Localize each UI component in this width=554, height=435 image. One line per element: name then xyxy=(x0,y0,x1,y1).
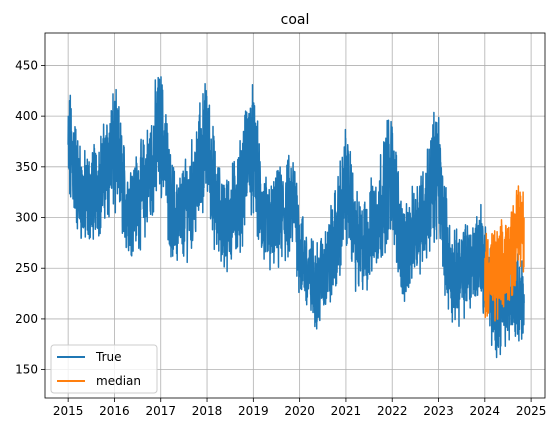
x-tick-label: 2019 xyxy=(238,404,269,418)
x-tick-label: 2025 xyxy=(516,404,547,418)
x-tick-label: 2017 xyxy=(145,404,176,418)
legend: True median xyxy=(50,344,158,394)
series-line-median xyxy=(484,185,525,322)
x-tick-label: 2015 xyxy=(53,404,84,418)
y-tick-label: 450 xyxy=(15,58,38,72)
y-tick-label: 250 xyxy=(15,261,38,275)
x-tick-label: 2016 xyxy=(99,404,130,418)
y-tick-label: 300 xyxy=(15,211,38,225)
y-tick-label: 350 xyxy=(15,160,38,174)
legend-median-label: median xyxy=(96,374,141,388)
x-tick-label: 2018 xyxy=(192,404,223,418)
y-axis: 150 200 250 300 350 400 450 xyxy=(15,58,45,377)
y-tick-label: 200 xyxy=(15,312,38,326)
series-line-true xyxy=(67,76,525,359)
legend-true-label: True xyxy=(95,350,122,364)
series-layer xyxy=(67,76,525,359)
x-tick-label: 2020 xyxy=(284,404,315,418)
x-axis: 2015 2016 2017 2018 2019 2020 2021 2022 2023 2024… xyxy=(53,398,547,418)
x-tick-label: 2023 xyxy=(423,404,454,418)
x-tick-label: 2021 xyxy=(331,404,362,418)
plot-frame xyxy=(44,32,546,399)
x-tick-label: 2024 xyxy=(470,404,501,418)
chart-title: coal xyxy=(281,12,310,28)
x-tick-label: 2022 xyxy=(377,404,408,418)
y-tick-label: 400 xyxy=(15,109,38,123)
y-tick-label: 150 xyxy=(15,363,38,377)
